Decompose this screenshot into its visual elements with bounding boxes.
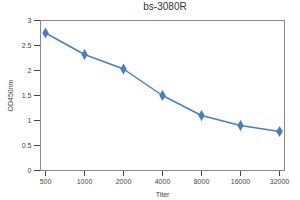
svg-text:1.5: 1.5 bbox=[22, 92, 32, 99]
svg-text:0.5: 0.5 bbox=[22, 142, 32, 149]
svg-text:500: 500 bbox=[40, 178, 52, 185]
svg-text:2.5: 2.5 bbox=[22, 42, 32, 49]
svg-text:2: 2 bbox=[28, 67, 32, 74]
svg-text:1000: 1000 bbox=[77, 178, 93, 185]
svg-text:0: 0 bbox=[28, 167, 32, 174]
svg-text:8000: 8000 bbox=[194, 178, 210, 185]
svg-text:32000: 32000 bbox=[270, 178, 290, 185]
svg-text:OD450nm: OD450nm bbox=[7, 79, 14, 111]
svg-text:1: 1 bbox=[28, 117, 32, 124]
svg-text:Titer: Titer bbox=[156, 191, 170, 198]
svg-text:4000: 4000 bbox=[155, 178, 171, 185]
html-text:bs-3080R: bs-3080R bbox=[143, 1, 187, 12]
svg-text:16000: 16000 bbox=[231, 178, 251, 185]
svg-text:3: 3 bbox=[28, 17, 32, 24]
svg-text:2000: 2000 bbox=[116, 178, 132, 185]
